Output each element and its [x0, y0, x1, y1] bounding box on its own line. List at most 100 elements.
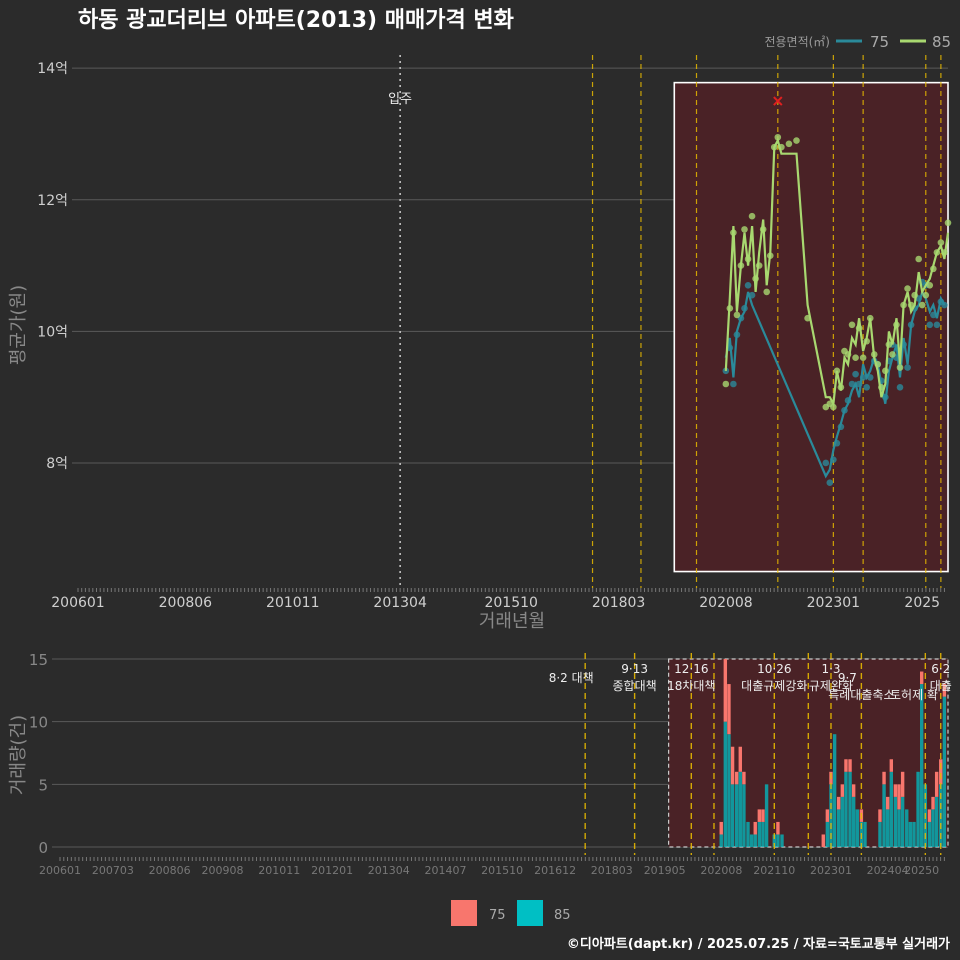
data-point-85	[918, 301, 926, 309]
bar-x-tick-label: 200908	[202, 864, 244, 877]
bar-x-tick-label: 200806	[149, 864, 191, 877]
policy-annotation: 8·2 대책	[549, 670, 594, 685]
data-point-85	[833, 367, 841, 375]
bar-y-tick-label: 15	[29, 651, 48, 669]
bar-75	[919, 671, 924, 685]
policy-annotation: 대출	[930, 679, 952, 693]
bar-85	[893, 796, 898, 847]
data-point-85	[944, 219, 952, 227]
bar-75	[885, 796, 890, 810]
policy-annotation: 6·2	[931, 662, 950, 676]
y-tick-label: 12억	[37, 193, 68, 209]
bar-y-tick-label: 10	[29, 714, 48, 732]
data-point-85	[874, 360, 882, 368]
bar-x-tick-label: 202110	[753, 864, 795, 877]
data-point-75	[844, 397, 852, 404]
legend-bar-label-85: 85	[554, 908, 571, 923]
data-point-75	[733, 331, 741, 338]
data-point-75	[741, 305, 748, 312]
data-point-85	[766, 252, 774, 259]
data-point-75	[833, 439, 841, 447]
data-point-85	[852, 354, 859, 361]
data-point-75	[822, 459, 830, 467]
data-point-75	[837, 423, 845, 431]
bar-85	[897, 809, 901, 847]
bar-x-tick-label: 200601	[39, 864, 81, 877]
x-tick-label: 200601	[51, 595, 104, 611]
bar-75	[738, 746, 742, 772]
price-panel: 8억 10억 12억 14억 200601 200806 201011 201304 20151…	[37, 55, 952, 611]
policy-annotation: 9·13	[621, 662, 648, 676]
bar-85	[919, 684, 924, 847]
data-point-85	[855, 324, 863, 332]
data-point-85	[937, 239, 945, 246]
bar-x-tick-label: 201201	[311, 864, 353, 877]
data-point-75	[859, 374, 867, 381]
bar-85	[772, 834, 777, 847]
bottom-legend: 75 85	[451, 900, 571, 926]
data-point-75	[826, 479, 834, 487]
x-tick-label: 201304	[373, 595, 427, 611]
bar-85	[738, 771, 742, 847]
data-point-85	[889, 351, 896, 358]
policy-annotation: 12·16	[674, 662, 708, 676]
top-y-axis-title: 평균가(원)	[8, 285, 29, 365]
x-tick-label: 201803	[592, 595, 645, 611]
bar-75	[939, 759, 943, 785]
data-point-85	[859, 354, 867, 361]
data-point-85	[770, 143, 778, 151]
bar-85	[825, 821, 830, 847]
bar-x-tick-label: 201011	[258, 864, 300, 877]
policy-annotation: 특례대출축소	[828, 688, 894, 702]
bottom-y-axis-title: 거래량(건)	[8, 715, 29, 795]
bar-85	[753, 834, 757, 847]
bar-85	[934, 796, 939, 847]
bar-85	[916, 771, 920, 847]
data-point-75	[904, 364, 911, 371]
bar-x-tick-label: 201304	[368, 864, 410, 877]
data-point-75	[930, 311, 937, 319]
top-x-axis-title: 거래년월	[479, 611, 545, 632]
bar-85	[840, 796, 845, 847]
legend-title: 전용면적(㎡)	[764, 35, 830, 49]
data-point-85	[793, 137, 800, 144]
bar-75	[844, 759, 848, 772]
bar-y-tick-label: 0	[38, 839, 48, 857]
data-point-85	[911, 291, 918, 299]
bar-75	[730, 746, 735, 785]
data-point-85	[726, 305, 734, 312]
bar-85	[855, 809, 859, 847]
data-point-75	[882, 393, 889, 401]
legend-label-75: 75	[870, 33, 889, 51]
bar-y-tick-label: 5	[38, 776, 48, 794]
bar-85	[837, 809, 841, 847]
bar-85	[719, 834, 723, 847]
data-point-85	[844, 351, 852, 358]
policy-annotation: 18차대책	[667, 678, 715, 693]
bar-85	[900, 796, 905, 847]
bar-x-tick-label: 200703	[92, 864, 134, 877]
bar-85	[776, 834, 780, 847]
bar-75	[727, 684, 731, 735]
bar-85	[882, 784, 886, 847]
bar-x-tick-label: 201510	[481, 864, 523, 877]
bar-85	[912, 821, 916, 847]
bar-85	[742, 784, 746, 847]
data-point-85	[870, 351, 878, 358]
data-point-75	[907, 321, 915, 329]
data-point-85	[866, 314, 874, 322]
data-point-85	[933, 249, 941, 256]
bar-75	[825, 809, 830, 822]
bar-85	[863, 821, 867, 847]
bar-85	[832, 734, 837, 847]
bar-x-tick-label: 201803	[591, 864, 633, 877]
bar-75	[723, 659, 728, 722]
bar-85	[749, 834, 754, 847]
data-point-85	[755, 262, 763, 269]
policy-annotation: 1·3	[821, 662, 840, 676]
data-point-85	[915, 255, 922, 263]
data-point-85	[904, 285, 911, 292]
x-tick-label: 200806	[159, 595, 213, 611]
x-tick-label: 202008	[699, 595, 752, 611]
